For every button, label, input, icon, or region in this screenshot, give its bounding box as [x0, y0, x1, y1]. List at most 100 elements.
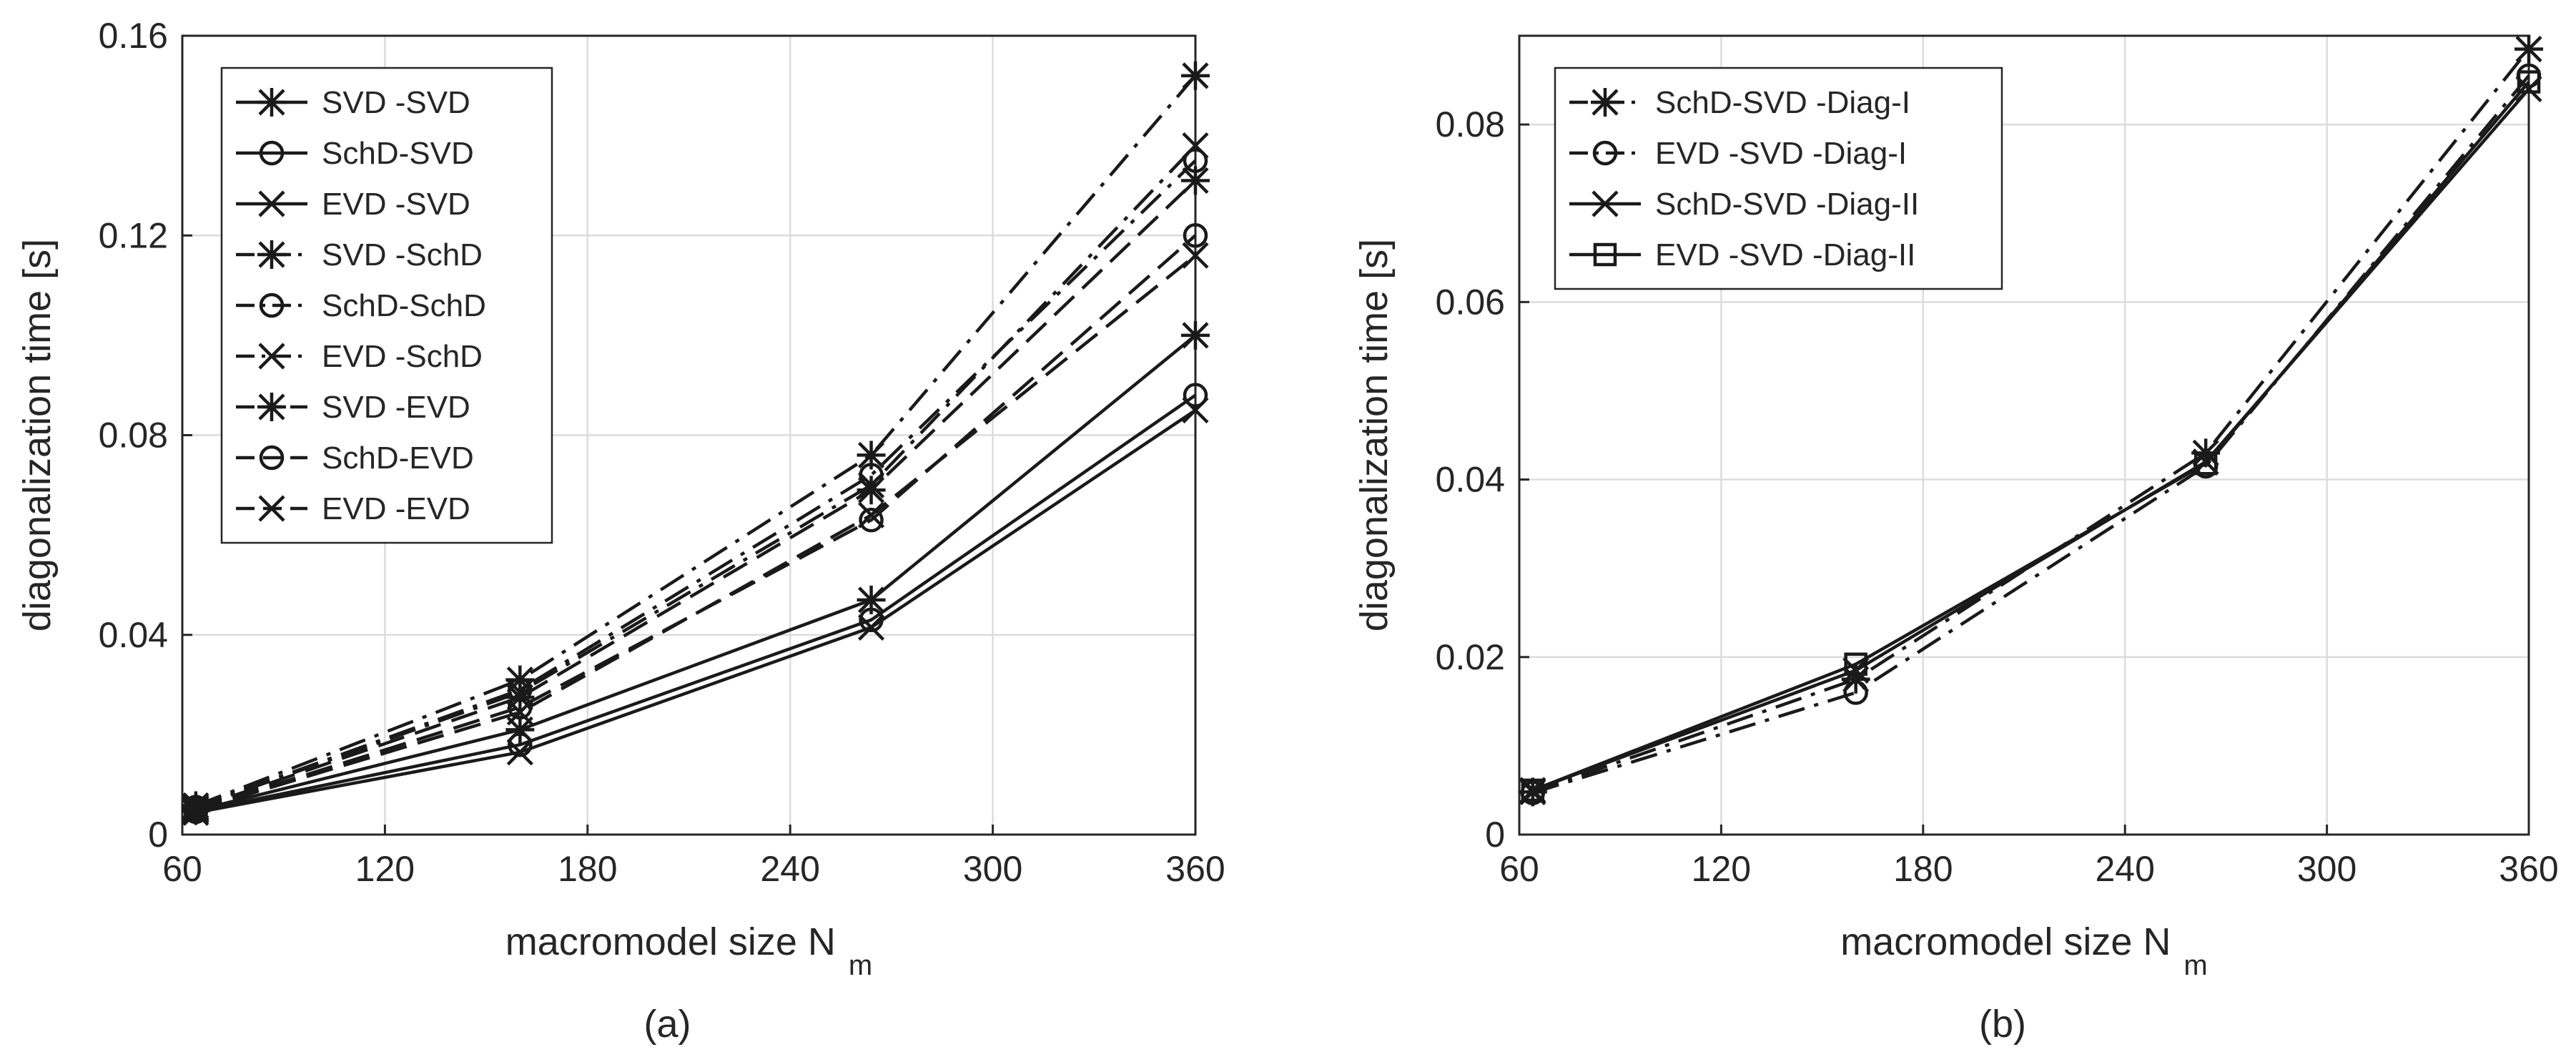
y-tick-label: 0 [148, 815, 168, 855]
panel-caption: (b) [1979, 1003, 2026, 1046]
panel-a: 60 120 180 240 300 360 0 0.04 0.08 0.12 0.16 macrom… [16, 16, 1225, 1046]
legend-item: SVD -SVD [236, 85, 470, 120]
legend-marker [259, 292, 285, 318]
legend: SVD -SVD SchD-SVD EVD -SVD SVD -SchD SchD-Sc… [220, 67, 553, 544]
data-point [1181, 320, 1210, 350]
legend-label: SchD-SVD -Diag-I [1655, 85, 1910, 120]
series-3 [1521, 70, 2541, 802]
x-axis-label: macromodel size N m [505, 920, 872, 981]
data-point [1183, 383, 1208, 408]
data-point [1182, 132, 1209, 159]
legend-label: SchD-SVD [322, 136, 474, 171]
legend-item: SVD -EVD [236, 390, 470, 425]
data-point [1183, 223, 1208, 248]
legend-label: SchD-SVD -Diag-II [1655, 187, 1919, 222]
y-tick-label: 0.12 [99, 215, 168, 255]
y-tick-label: 0.06 [1436, 282, 1505, 322]
data-point [506, 699, 533, 726]
legend-label: SVD -EVD [322, 390, 470, 425]
series-line [195, 179, 1197, 810]
data-point [857, 614, 885, 641]
legend-item: SchD-SVD -Diag-I [1569, 85, 1910, 120]
x-axis-label: macromodel size N m [1840, 920, 2207, 981]
data-point [1181, 61, 1210, 90]
x-tick-label: 120 [355, 849, 415, 889]
panel-b: 60 120 180 240 300 360 0 0.02 0.04 0.06 0.08 macrom… [1353, 34, 2559, 1046]
series-line [195, 144, 1197, 810]
x-tick-label: 180 [1893, 849, 1953, 889]
series-line [1532, 87, 2530, 792]
legend-marker [1592, 140, 1618, 166]
legend-label: SVD -SVD [322, 85, 470, 120]
y-tick-label: 0.16 [99, 16, 168, 56]
x-tick-label: 360 [1165, 849, 1225, 889]
x-tick-label: 240 [760, 849, 819, 889]
axes-frame [1518, 34, 2530, 836]
legend-label: EVD -SVD -Diag-I [1655, 136, 1907, 171]
y-tick-label: 0 [1485, 815, 1505, 855]
y-tick-label: 0.08 [1436, 104, 1505, 144]
legend-label: SchD-SchD [322, 288, 486, 323]
x-tick-label: 120 [1692, 849, 1751, 889]
legend-marker [258, 190, 285, 217]
data-point [2515, 75, 2542, 103]
data-point [2193, 451, 2218, 476]
y-tick-label: 0.04 [99, 615, 168, 655]
legend-marker [1593, 242, 1617, 267]
y-tick-label: 0.04 [1436, 460, 1505, 500]
x-axis-label-main: macromodel size N [1840, 920, 2171, 963]
data-point [508, 732, 533, 757]
legend-label: SchD-EVD [322, 441, 474, 476]
legend-marker [258, 495, 285, 522]
legend-item: SchD-EVD [236, 441, 474, 476]
data-point [1521, 778, 1545, 802]
legend-marker [257, 393, 286, 421]
y-tick-label: 0.02 [1436, 637, 1505, 677]
x-tick-label: 180 [558, 849, 617, 889]
series-line [195, 393, 1197, 814]
legend-marker [259, 140, 285, 166]
legend-box [1554, 67, 2003, 290]
series-line [1532, 48, 2530, 794]
series-line [195, 254, 1197, 812]
legend-item: SchD-SchD [236, 288, 486, 323]
data-point [1844, 652, 1867, 676]
legend-label: EVD -EVD [322, 491, 470, 526]
y-tick-label: 0.08 [99, 416, 168, 456]
series-8 [182, 242, 1209, 824]
legend-item: SVD -SchD [236, 237, 483, 272]
series-line [195, 74, 1197, 807]
x-axis-label-subscript: m [849, 950, 872, 981]
series-line [195, 234, 1197, 812]
legend-item: EVD -SchD [236, 339, 483, 374]
data-point [859, 507, 884, 533]
x-tick-label: 360 [2499, 849, 2558, 889]
legend-item: EVD -SVD [236, 187, 470, 222]
legend-label: EVD -SVD -Diag-II [1655, 237, 1915, 272]
legend-marker [1591, 88, 1619, 117]
legend-label: EVD -SchD [322, 339, 483, 374]
x-axis-label-subscript: m [2183, 950, 2207, 981]
data-point [1181, 166, 1210, 195]
data-point [1182, 397, 1209, 424]
legend-item: SchD-SVD -Diag-II [1569, 187, 1919, 222]
data-point [2517, 70, 2541, 94]
x-axis-label-main: macromodel size N [505, 920, 836, 963]
legend-marker [257, 88, 286, 117]
legend: SchD-SVD -Diag-I EVD -SVD -Diag-I SchD-SVD… [1554, 67, 2003, 290]
legend-item: EVD -EVD [236, 491, 470, 526]
legend-marker [258, 343, 285, 370]
series-line [1532, 74, 2530, 795]
legend-item: EVD -SVD -Diag-I [1569, 136, 1907, 171]
data-point [183, 797, 209, 822]
legend-item: SchD-SVD [236, 136, 474, 171]
legend-marker [259, 445, 285, 471]
legend-label: EVD -SVD [322, 187, 470, 222]
x-tick-label: 240 [2095, 849, 2154, 889]
legend-label: SVD -SchD [322, 237, 483, 272]
data-point [857, 476, 886, 505]
data-point [1182, 242, 1209, 269]
x-tick-label: 300 [2297, 849, 2357, 889]
x-tick-label: 60 [162, 849, 202, 889]
